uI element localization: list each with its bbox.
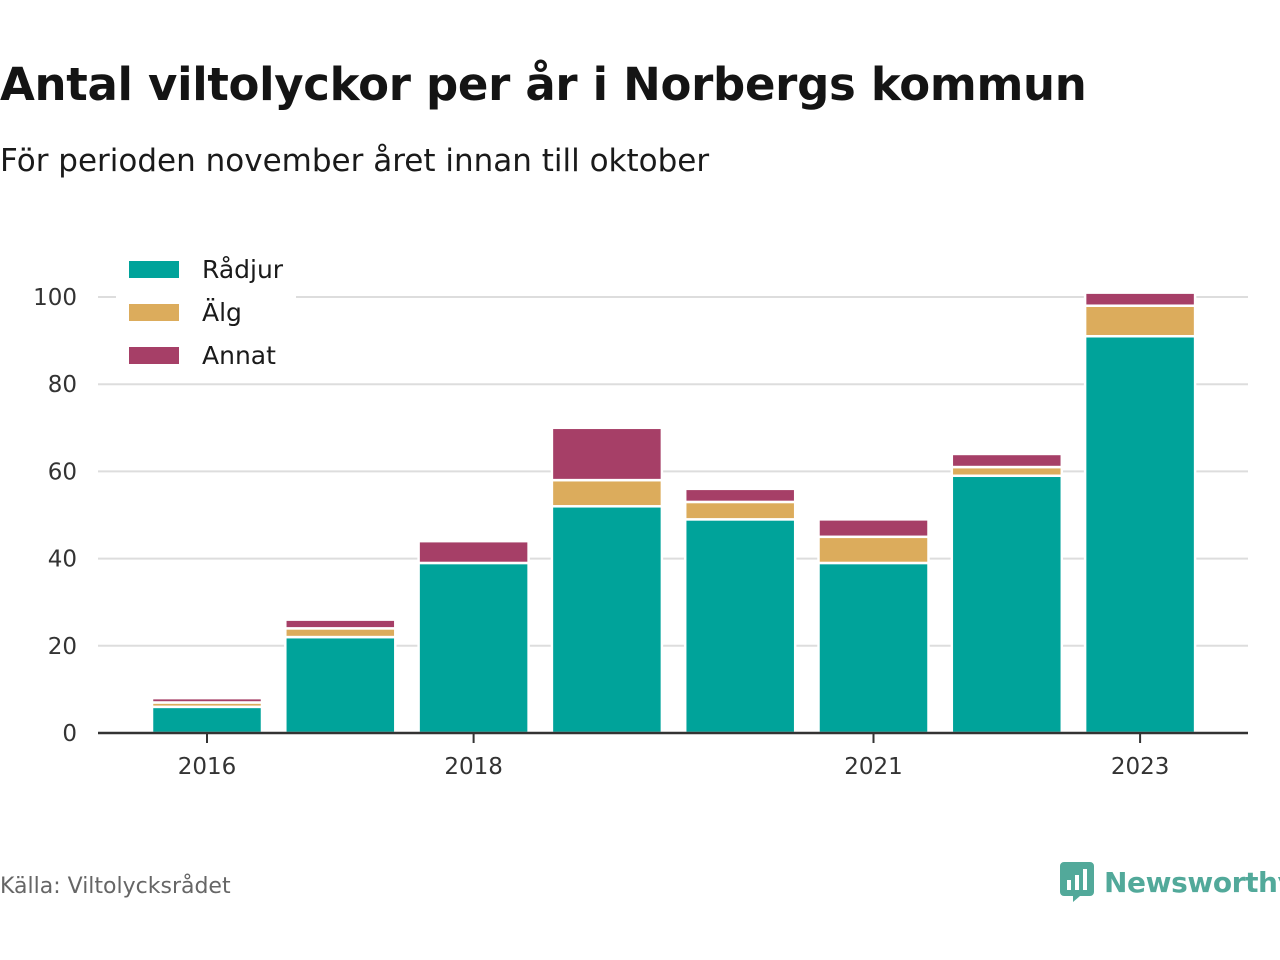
bar-segment-annat bbox=[950, 452, 1064, 469]
newsworthy-logo-icon bbox=[1060, 862, 1094, 902]
bar-segment-älg bbox=[817, 535, 930, 565]
legend-label: Rådjur bbox=[202, 255, 284, 284]
bar-segment-rådjur bbox=[817, 561, 930, 735]
bar-segment-rådjur bbox=[284, 635, 397, 735]
chart-subtitle: För perioden november året innan till ok… bbox=[0, 143, 710, 179]
bar-segment-rådjur bbox=[417, 561, 530, 735]
bar-segment-rådjur bbox=[950, 474, 1064, 735]
bar-segment-annat bbox=[417, 539, 530, 565]
brand-logo: Newsworthy bbox=[1060, 862, 1280, 902]
bar-segment-rådjur bbox=[1083, 334, 1197, 735]
bar-segment-älg bbox=[1083, 304, 1197, 338]
legend-swatch-älg bbox=[129, 304, 179, 321]
chart-title: Antal viltolyckor per år i Norbergs komm… bbox=[0, 58, 1087, 111]
brand-name: Newsworthy bbox=[1104, 865, 1280, 899]
y-tick-label: 20 bbox=[48, 634, 77, 660]
bars bbox=[150, 291, 1197, 735]
legend: Rådjur Älg Annat bbox=[116, 246, 296, 380]
x-tick-label: 2021 bbox=[844, 754, 903, 780]
legend-label: Älg bbox=[202, 298, 242, 327]
bar-segment-älg bbox=[950, 465, 1064, 478]
bar-segment-annat bbox=[817, 518, 930, 539]
y-tick-label: 80 bbox=[48, 372, 77, 398]
bar-segment-annat bbox=[550, 426, 664, 482]
bar-segment-rådjur bbox=[550, 505, 664, 735]
x-tick-label: 2023 bbox=[1111, 754, 1170, 780]
bar-segment-älg bbox=[550, 478, 664, 508]
bar-segment-annat bbox=[150, 696, 264, 704]
bar-segment-rådjur bbox=[683, 518, 797, 735]
legend-label: Annat bbox=[202, 341, 276, 370]
bar-segment-älg bbox=[683, 500, 797, 521]
source-note: Källa: Viltolycksrådet bbox=[0, 874, 231, 899]
bar-segment-annat bbox=[284, 618, 397, 630]
y-tick-label: 0 bbox=[62, 721, 77, 747]
bar-segment-älg bbox=[284, 627, 397, 639]
y-tick-label: 60 bbox=[48, 459, 77, 485]
bar-segment-annat bbox=[683, 487, 797, 504]
bar-segment-annat bbox=[1083, 291, 1197, 307]
legend-swatch-annat bbox=[129, 347, 179, 364]
y-tick-label: 40 bbox=[48, 547, 77, 573]
legend-swatch-rådjur bbox=[129, 261, 179, 278]
x-tick-label: 2018 bbox=[444, 754, 503, 780]
y-tick-label: 100 bbox=[33, 285, 77, 311]
axes: 0 20 40 60 80 100 2016 2018 2021 2023 bbox=[33, 285, 1248, 780]
bar-segment-rådjur bbox=[150, 705, 264, 735]
x-tick-label: 2016 bbox=[178, 754, 237, 780]
